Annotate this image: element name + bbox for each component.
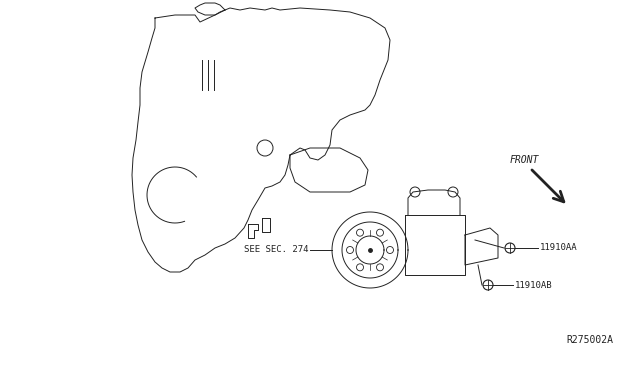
Text: 11910AA: 11910AA <box>540 244 578 253</box>
Text: FRONT: FRONT <box>510 155 540 165</box>
Text: SEE SEC. 274: SEE SEC. 274 <box>243 246 308 254</box>
Text: R275002A: R275002A <box>566 335 614 345</box>
Text: 11910AB: 11910AB <box>515 280 552 289</box>
